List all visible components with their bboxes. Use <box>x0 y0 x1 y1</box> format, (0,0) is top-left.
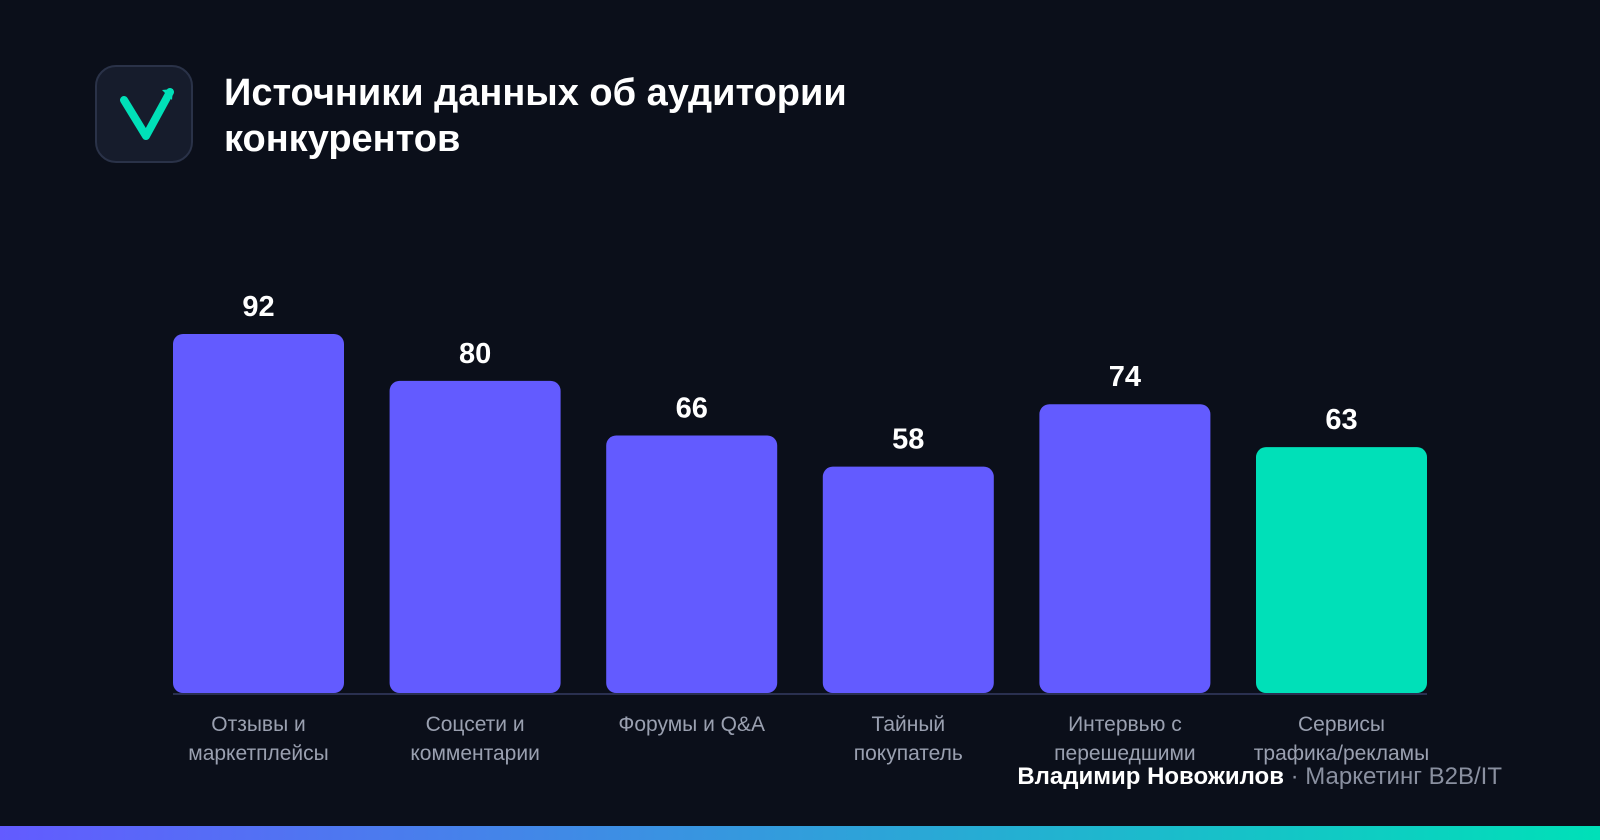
bar <box>173 334 344 693</box>
bar <box>606 435 778 693</box>
tagline: · Маркетинг B2B/IT <box>1290 763 1502 790</box>
value-label: 92 <box>242 291 274 323</box>
bar <box>389 380 561 693</box>
category-label: Тайный покупатель <box>853 713 963 765</box>
category-label: Сервисы трафика/рекламы <box>1253 713 1430 765</box>
logo-check <box>120 88 174 140</box>
bar <box>1039 404 1211 693</box>
title: Источники данных об аудитории конкуренто… <box>224 72 847 160</box>
category-label: Форумы и Q&A <box>618 713 765 736</box>
gradient-bar <box>0 826 1600 840</box>
value-label: 66 <box>676 392 708 424</box>
category-label: Интервью с перешедшими <box>1054 713 1196 765</box>
value-label: 74 <box>1109 361 1141 393</box>
logo <box>95 65 193 163</box>
bar <box>822 466 994 693</box>
value-label: 80 <box>459 338 491 370</box>
category-label: Отзывы и маркетплейсы <box>188 713 329 765</box>
author: Владимир Новожилов <box>1017 763 1284 790</box>
value-label: 58 <box>892 424 924 456</box>
value-label: 63 <box>1325 404 1357 436</box>
category-label: Соцсети и комментарии <box>410 713 540 765</box>
logo-arrow <box>162 89 173 100</box>
bar <box>1256 447 1427 693</box>
footer: Владимир Новожилов · Маркетинг B2B/IT <box>1017 763 1502 791</box>
